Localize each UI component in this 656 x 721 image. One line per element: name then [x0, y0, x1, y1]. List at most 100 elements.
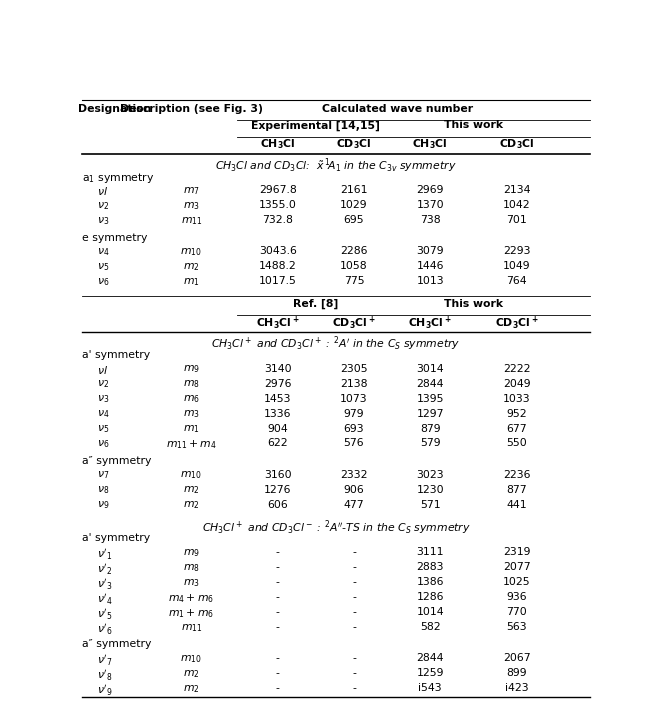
- Text: $\nu$l: $\nu$l: [97, 185, 108, 198]
- Text: 3140: 3140: [264, 363, 291, 373]
- Text: $CH_3Cl$ and $CD_3Cl$:  $\tilde{x}\,{}^1\!A_1$ in the $C_{3v}$ symmetry: $CH_3Cl$ and $CD_3Cl$: $\tilde{x}\,{}^1\…: [215, 156, 457, 175]
- Text: 2161: 2161: [340, 185, 368, 195]
- Text: This work: This work: [444, 298, 503, 309]
- Text: 2969: 2969: [417, 185, 444, 195]
- Text: 563: 563: [506, 622, 527, 632]
- Text: $\nu_6$: $\nu_6$: [97, 438, 110, 451]
- Text: 877: 877: [506, 485, 527, 495]
- Text: 3014: 3014: [417, 363, 444, 373]
- Text: -: -: [352, 562, 356, 572]
- Text: a$_1$ symmetry: a$_1$ symmetry: [82, 172, 154, 185]
- Text: 770: 770: [506, 607, 527, 617]
- Text: $\mathbf{CD_3Cl^+}$: $\mathbf{CD_3Cl^+}$: [495, 315, 539, 332]
- Text: 952: 952: [506, 409, 527, 418]
- Text: Designation: Designation: [78, 104, 152, 114]
- Text: 2844: 2844: [417, 653, 444, 663]
- Text: -: -: [276, 668, 279, 678]
- Text: 2976: 2976: [264, 379, 291, 389]
- Text: i543: i543: [419, 684, 442, 694]
- Text: 3023: 3023: [417, 469, 444, 479]
- Text: 1446: 1446: [417, 262, 444, 271]
- Text: 1014: 1014: [417, 607, 444, 617]
- Text: -: -: [276, 653, 279, 663]
- Text: 732.8: 732.8: [262, 216, 293, 226]
- Text: -: -: [352, 622, 356, 632]
- Text: -: -: [352, 653, 356, 663]
- Text: 1230: 1230: [417, 485, 444, 495]
- Text: $CH_3Cl^+$ and $CD_3Cl^-$ : $^2A''$-TS in the $C_S$ symmetry: $CH_3Cl^+$ and $CD_3Cl^-$ : $^2A''$-TS i…: [201, 518, 471, 537]
- Text: 1370: 1370: [417, 200, 444, 211]
- Text: $\nu'_3$: $\nu'_3$: [97, 578, 113, 592]
- Text: 3043.6: 3043.6: [259, 247, 297, 257]
- Text: $m_{11}$: $m_{11}$: [180, 216, 202, 227]
- Text: Ref. [8]: Ref. [8]: [293, 298, 338, 309]
- Text: $\nu$l: $\nu$l: [97, 363, 108, 376]
- Text: 2305: 2305: [340, 363, 368, 373]
- Text: $\mathbf{CH_3Cl}$: $\mathbf{CH_3Cl}$: [413, 137, 448, 151]
- Text: $\nu'_7$: $\nu'_7$: [97, 653, 113, 668]
- Text: 1017.5: 1017.5: [259, 276, 297, 286]
- Text: $CH_3Cl^+$ and $CD_3Cl^+$ : $^2A'$ in the $C_S$ symmetry: $CH_3Cl^+$ and $CD_3Cl^+$ : $^2A'$ in th…: [211, 335, 461, 353]
- Text: $\nu'_1$: $\nu'_1$: [97, 547, 112, 562]
- Text: -: -: [352, 547, 356, 557]
- Text: $\mathbf{CH_3Cl}$: $\mathbf{CH_3Cl}$: [260, 137, 295, 151]
- Text: $\mathbf{CD_3Cl}$: $\mathbf{CD_3Cl}$: [337, 137, 372, 151]
- Text: $m_1$: $m_1$: [183, 423, 199, 435]
- Text: 1013: 1013: [417, 276, 444, 286]
- Text: $\nu'_2$: $\nu'_2$: [97, 562, 112, 577]
- Text: 1259: 1259: [417, 668, 444, 678]
- Text: $m_2$: $m_2$: [183, 500, 199, 511]
- Text: $m_{10}$: $m_{10}$: [180, 653, 202, 665]
- Text: 2222: 2222: [503, 363, 531, 373]
- Text: $\nu_4$: $\nu_4$: [97, 409, 110, 420]
- Text: $m_{11}+m_4$: $m_{11}+m_4$: [166, 438, 216, 451]
- Text: 2319: 2319: [503, 547, 531, 557]
- Text: i423: i423: [505, 684, 529, 694]
- Text: $\mathbf{CD_3Cl^+}$: $\mathbf{CD_3Cl^+}$: [332, 315, 376, 332]
- Text: $m_6$: $m_6$: [183, 394, 200, 405]
- Text: 1386: 1386: [417, 578, 444, 588]
- Text: 606: 606: [268, 500, 288, 510]
- Text: 1033: 1033: [503, 394, 531, 404]
- Text: $\nu_3$: $\nu_3$: [97, 394, 110, 405]
- Text: $\nu_5$: $\nu_5$: [97, 423, 110, 435]
- Text: 3111: 3111: [417, 547, 444, 557]
- Text: -: -: [276, 684, 279, 694]
- Text: 899: 899: [506, 668, 527, 678]
- Text: $m_1+m_6$: $m_1+m_6$: [169, 607, 215, 620]
- Text: 2286: 2286: [340, 247, 368, 257]
- Text: 677: 677: [506, 423, 527, 433]
- Text: $m_{10}$: $m_{10}$: [180, 247, 202, 258]
- Text: 1488.2: 1488.2: [259, 262, 297, 271]
- Text: 1453: 1453: [264, 394, 291, 404]
- Text: 576: 576: [344, 438, 364, 448]
- Text: 693: 693: [344, 423, 364, 433]
- Text: -: -: [276, 578, 279, 588]
- Text: 1042: 1042: [503, 200, 531, 211]
- Text: 2049: 2049: [503, 379, 531, 389]
- Text: $\nu_5$: $\nu_5$: [97, 262, 110, 273]
- Text: $m_9$: $m_9$: [183, 363, 200, 376]
- Text: 701: 701: [506, 216, 527, 226]
- Text: 2293: 2293: [503, 247, 531, 257]
- Text: 1049: 1049: [503, 262, 531, 271]
- Text: $\mathbf{CD_3Cl}$: $\mathbf{CD_3Cl}$: [499, 137, 535, 151]
- Text: -: -: [276, 622, 279, 632]
- Text: 1276: 1276: [264, 485, 291, 495]
- Text: -: -: [352, 684, 356, 694]
- Text: 1355.0: 1355.0: [259, 200, 297, 211]
- Text: $\nu'_5$: $\nu'_5$: [97, 607, 113, 622]
- Text: $m_4+m_6$: $m_4+m_6$: [169, 592, 215, 605]
- Text: $m_8$: $m_8$: [183, 379, 199, 390]
- Text: a″ symmetry: a″ symmetry: [82, 640, 152, 650]
- Text: $\nu'_9$: $\nu'_9$: [97, 684, 113, 698]
- Text: 1029: 1029: [340, 200, 368, 211]
- Text: $m_2$: $m_2$: [183, 668, 199, 680]
- Text: $m_3$: $m_3$: [183, 409, 199, 420]
- Text: 1336: 1336: [264, 409, 291, 418]
- Text: 441: 441: [506, 500, 527, 510]
- Text: 1025: 1025: [503, 578, 531, 588]
- Text: 764: 764: [506, 276, 527, 286]
- Text: a' symmetry: a' symmetry: [82, 350, 150, 360]
- Text: 1297: 1297: [417, 409, 444, 418]
